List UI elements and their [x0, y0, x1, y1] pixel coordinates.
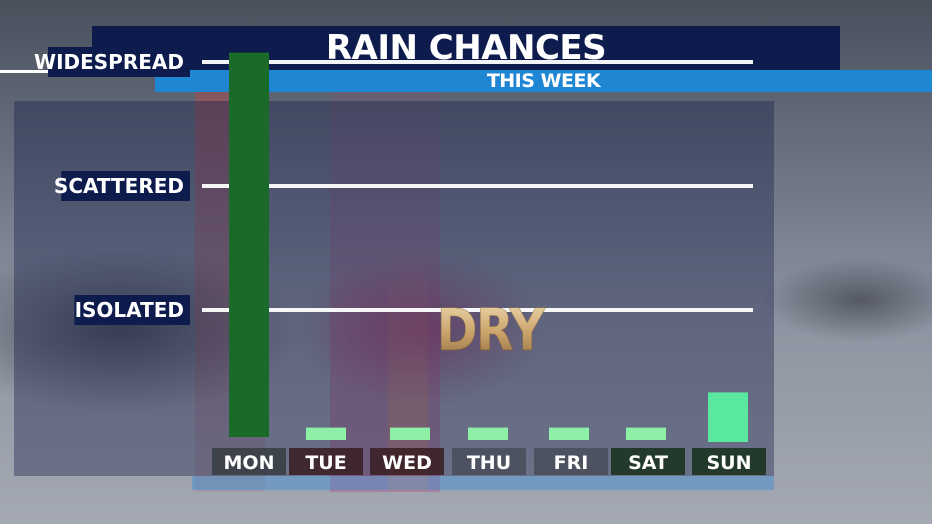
day-label-wed: WED [382, 452, 432, 474]
level-label-bg-widespread [48, 47, 190, 77]
day-label-bg-sun [692, 448, 766, 475]
gridline-widespread [202, 60, 753, 64]
day-label-bg-wed [370, 448, 444, 475]
day-label-mon: MON [224, 452, 275, 474]
level-label-isolated: ISOLATED [75, 298, 184, 322]
bar-wed [390, 427, 430, 440]
day-label-bg-mon [212, 448, 286, 475]
day-label-thu: THU [467, 452, 511, 474]
level-label-bg-isolated [74, 295, 190, 325]
chart-subtitle: THIS WEEK [486, 70, 601, 92]
dry-annotation: DRY [431, 296, 550, 365]
day-label-sat: SAT [628, 452, 668, 474]
bar-sun [708, 392, 748, 442]
day-label-bg-fri [534, 448, 608, 475]
bar-mon [229, 52, 269, 437]
bar-sat [626, 427, 666, 440]
level-label-scattered: SCATTERED [54, 174, 184, 198]
day-label-bg-tue [289, 448, 363, 475]
day-label-bg-sat [611, 448, 685, 475]
bar-tue [306, 427, 346, 440]
subtitle-bar: THIS WEEK [155, 70, 932, 92]
level-label-bg-scattered [61, 171, 191, 201]
day-label-sun: SUN [706, 452, 751, 474]
day-label-tue: TUE [305, 452, 346, 474]
chart-panel [14, 101, 774, 476]
day-label-fri: FRI [554, 452, 589, 474]
gridline-isolated [202, 308, 753, 312]
day-label-bg-thu [452, 448, 526, 475]
gridline-scattered [202, 184, 753, 188]
bar-fri [549, 427, 589, 440]
level-label-widespread: WIDESPREAD [34, 50, 184, 74]
chart-panel-footer [192, 476, 774, 490]
bar-thu [468, 427, 508, 440]
magenta-light-streak [330, 92, 440, 492]
